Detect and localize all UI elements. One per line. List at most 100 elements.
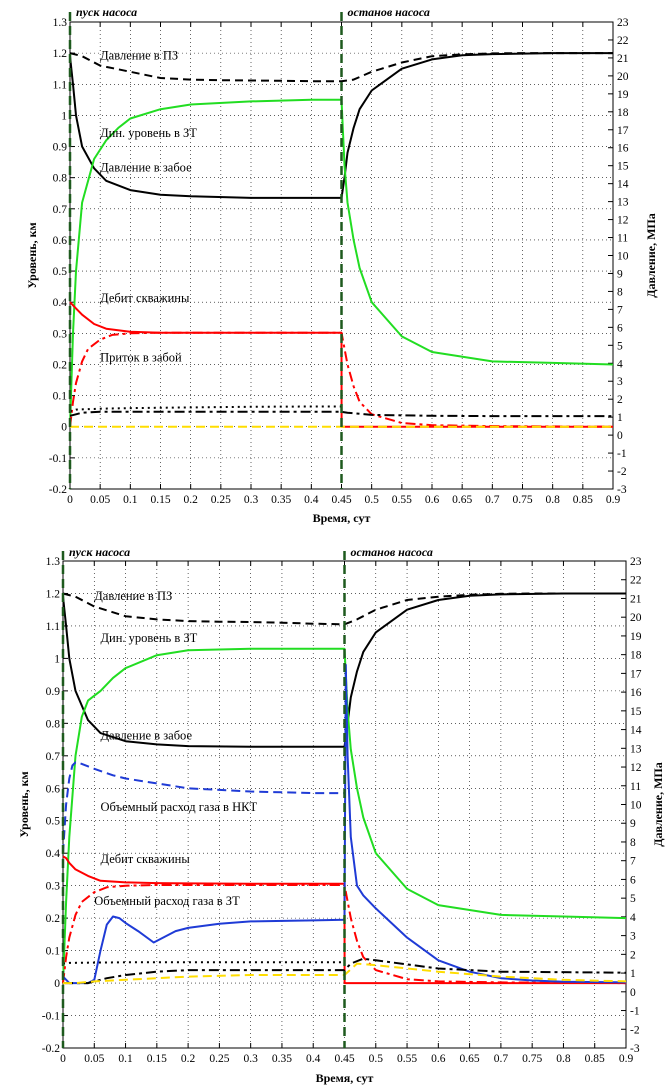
y-left-tick-label: 0.8 <box>46 718 61 730</box>
y-left-tick-label: 0.6 <box>46 783 61 795</box>
curve-annotation: Давление в забое <box>100 160 192 174</box>
y-right-tick-label: -3 <box>630 1043 640 1055</box>
x-tick-label: 0.85 <box>585 1053 605 1065</box>
x-tick-label: 0.3 <box>243 1053 258 1065</box>
y-left-tick-label: 0.1 <box>53 391 68 403</box>
x-tick-label: 0.75 <box>512 494 532 506</box>
x-tick-label: 0.2 <box>181 1053 196 1065</box>
y-right-tick-label: 11 <box>617 233 628 245</box>
x-tick-label: 0.25 <box>209 1053 229 1065</box>
y-left-tick-label: 1 <box>61 110 67 122</box>
x-axis-label: Время, сут <box>316 1071 374 1085</box>
x-tick-label: 0.1 <box>123 494 138 506</box>
y-right-tick-label: -3 <box>617 484 627 496</box>
y-left-tick-label: -0.1 <box>42 1011 60 1023</box>
y-right-tick-label: 0 <box>617 430 623 442</box>
y-right-tick-label: 14 <box>617 179 629 191</box>
y-right-axis-label: Давление, МПа <box>651 762 665 846</box>
x-tick-label: 0.55 <box>392 494 412 506</box>
y-right-tick-label: -2 <box>617 466 627 478</box>
x-tick-label: 0.9 <box>606 494 621 506</box>
x-tick-label: 0.85 <box>573 494 593 506</box>
y-right-tick-label: 13 <box>617 197 629 209</box>
y-right-tick-label: 7 <box>630 856 636 868</box>
y-right-tick-label: -2 <box>630 1024 640 1036</box>
x-tick-label: 0.65 <box>460 1053 480 1065</box>
y-left-tick-label: 0.4 <box>53 297 68 309</box>
y-left-tick-label: 0 <box>54 978 60 990</box>
x-tick-label: 0.45 <box>334 1053 354 1065</box>
y-right-tick-label: 22 <box>617 35 629 47</box>
y-left-tick-label: 0.5 <box>53 266 68 278</box>
y-left-tick-label: 1.2 <box>46 588 61 600</box>
y-right-tick-label: 9 <box>617 268 623 280</box>
y-right-tick-label: 19 <box>617 89 629 101</box>
y-right-tick-label: 17 <box>617 125 629 137</box>
y-right-tick-label: 8 <box>630 837 636 849</box>
y-left-tick-label: 0.4 <box>46 848 61 860</box>
y-right-tick-label: 14 <box>630 725 642 737</box>
x-tick-label: 0.7 <box>494 1053 509 1065</box>
x-tick-label: 0.65 <box>452 494 472 506</box>
y-right-tick-label: 2 <box>630 949 636 961</box>
y-left-tick-label: 1 <box>54 653 60 665</box>
series-line <box>63 962 627 985</box>
series-line <box>69 405 342 413</box>
series-line <box>69 52 613 83</box>
y-left-tick-label: 1.3 <box>46 556 61 568</box>
series-line <box>62 647 627 984</box>
y-right-tick-label: 23 <box>617 17 629 29</box>
series-line <box>62 761 345 854</box>
y-right-tick-label: 20 <box>617 71 629 83</box>
x-tick-label: 0.1 <box>118 1053 133 1065</box>
y-right-tick-label: 10 <box>630 800 642 812</box>
y-left-tick-label: 0.7 <box>53 204 68 216</box>
x-tick-label: 0.45 <box>331 494 351 506</box>
y-right-tick-label: 20 <box>630 612 642 624</box>
y-right-tick-label: 12 <box>617 215 629 227</box>
chart-pump-start-stop: 0 0.05 0.1 0.15 0.2 0.25 0.3 0.35 0.4 0.45 0.5 0.55… <box>25 5 658 525</box>
x-tick-label: 0.5 <box>364 494 379 506</box>
y-right-tick-label: 15 <box>630 706 642 718</box>
y-right-tick-label: 6 <box>630 874 636 886</box>
x-tick-label: 0.55 <box>397 1053 417 1065</box>
curve-annotation: Дин. уровень в ЗТ <box>101 631 198 645</box>
y-right-tick-label: 8 <box>617 286 623 298</box>
y-left-tick-label: 0.3 <box>46 881 61 893</box>
y-left-axis-label: Уровень, км <box>17 771 31 837</box>
y-left-tick-label: 0.2 <box>46 913 61 925</box>
x-tick-label: 0.9 <box>619 1053 634 1065</box>
y-left-axis-label: Уровень, км <box>25 222 39 288</box>
y-right-tick-label: 16 <box>630 687 642 699</box>
chart-pump-start-stop-with-gas: 0 0.05 0.1 0.15 0.2 0.25 0.3 0.35 0.4 0.45 0.5 0.55… <box>17 545 665 1085</box>
y-right-tick-label: 18 <box>630 650 642 662</box>
x-tick-label: 0.3 <box>244 494 259 506</box>
y-right-tick-label: -1 <box>617 448 627 460</box>
y-left-tick-label: 0.9 <box>46 686 61 698</box>
x-tick-label: 0.4 <box>304 494 319 506</box>
y-right-tick-label: 23 <box>630 556 642 568</box>
curve-annotation: Давление в забое <box>101 729 193 743</box>
curve-annotation: Давление в ПЗ <box>94 589 172 603</box>
x-tick-label: 0.15 <box>150 494 170 506</box>
x-tick-label: 0.2 <box>183 494 198 506</box>
x-tick-label: 0.05 <box>84 1053 104 1065</box>
event-label: пуск насоса <box>76 5 137 19</box>
y-left-tick-label: 0.6 <box>53 235 68 247</box>
series-line <box>69 331 614 428</box>
x-tick-label: 0.6 <box>431 1053 446 1065</box>
y-left-tick-label: -0.1 <box>49 453 67 465</box>
y-right-tick-label: 17 <box>630 668 642 680</box>
event-label: пуск насоса <box>69 545 130 559</box>
curve-annotation: Объемный расход газа в НКТ <box>101 800 258 814</box>
y-left-tick-label: 0.5 <box>46 816 61 828</box>
y-left-tick-label: 0 <box>61 422 67 434</box>
series-line <box>62 884 627 985</box>
x-tick-label: 0.4 <box>306 1053 321 1065</box>
x-tick-label: 0.35 <box>272 1053 292 1065</box>
y-right-tick-label: 22 <box>630 575 642 587</box>
y-right-tick-label: 1 <box>617 412 623 424</box>
y-left-tick-label: 1.2 <box>53 48 68 60</box>
y-left-tick-label: 0.3 <box>53 328 68 340</box>
